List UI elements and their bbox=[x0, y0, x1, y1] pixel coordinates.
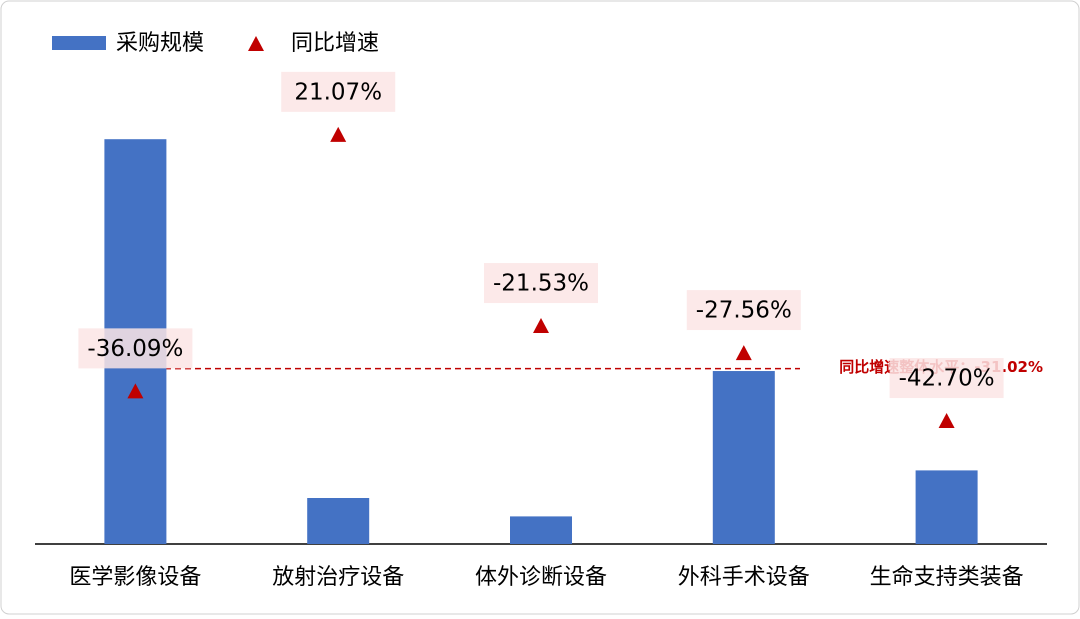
x-tick-label: 医学影像设备 bbox=[69, 565, 201, 590]
label-box bbox=[484, 263, 598, 304]
label-box bbox=[78, 328, 193, 369]
legend-label: 采购规模 bbox=[116, 31, 204, 56]
legend-swatch bbox=[248, 36, 264, 51]
label-box bbox=[889, 358, 1004, 399]
bar bbox=[307, 498, 370, 544]
legend-swatch bbox=[52, 36, 106, 50]
x-tick-label: 生命支持类装备 bbox=[870, 565, 1024, 590]
data-label: -36.09% bbox=[87, 336, 183, 362]
label-box bbox=[686, 290, 801, 331]
legend-label: 同比增速 bbox=[291, 31, 379, 56]
data-label: -42.70% bbox=[899, 366, 995, 392]
triangle-marker bbox=[735, 345, 752, 361]
data-label: -27.56% bbox=[696, 298, 792, 324]
triangle-marker bbox=[938, 413, 955, 429]
triangle-marker bbox=[533, 318, 549, 334]
x-tick-label: 外科手术设备 bbox=[678, 565, 810, 590]
bar bbox=[712, 371, 775, 544]
data-label: -21.53% bbox=[493, 271, 589, 297]
triangle-marker bbox=[127, 383, 144, 399]
bar bbox=[510, 516, 572, 544]
x-tick-label: 体外诊断设备 bbox=[475, 565, 607, 590]
x-tick-label: 放射治疗设备 bbox=[272, 565, 404, 590]
data-label: 21.07% bbox=[294, 79, 382, 105]
triangle-marker bbox=[330, 126, 347, 142]
bar bbox=[915, 470, 978, 544]
label-box bbox=[281, 71, 396, 112]
